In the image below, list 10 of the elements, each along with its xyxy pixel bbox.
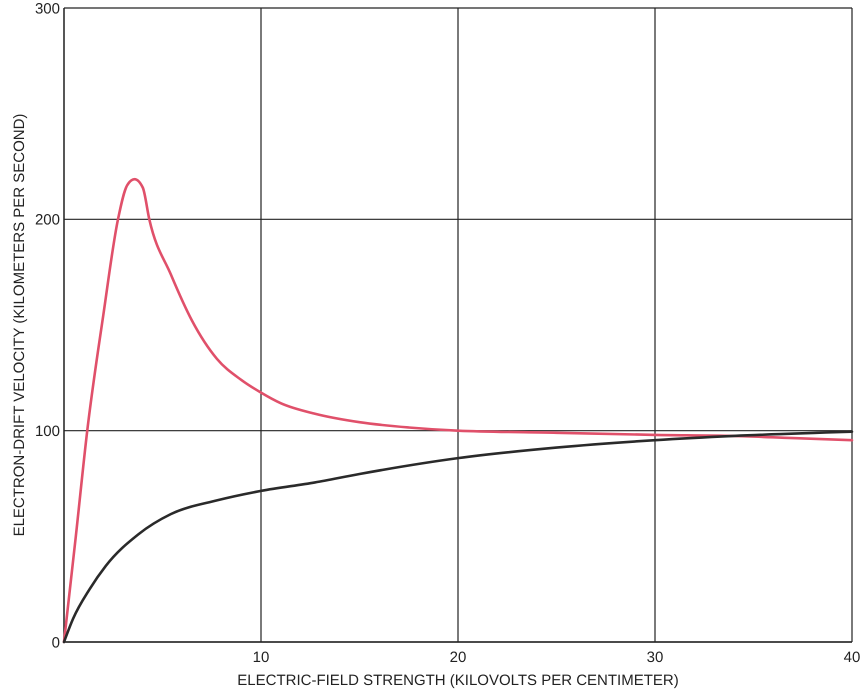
- y-tick-label: 200: [34, 212, 60, 229]
- x-tick-label: 30: [646, 649, 664, 666]
- y-tick-label: 100: [34, 422, 60, 440]
- y-axis-title: ELECTRON-DRIFT VELOCITY (KILOMETERS PER SECOND): [11, 114, 28, 536]
- x-tick-label: 20: [450, 649, 466, 666]
- x-tick-label: 40: [844, 649, 860, 666]
- y-tick-label: 0: [52, 634, 60, 652]
- y-tick-label: 300: [34, 0, 60, 18]
- x-axis-title: ELECTRIC-FIELD STRENGTH (KILOVOLTS PER CENTIMETER): [237, 672, 679, 689]
- x-tick-label: 10: [252, 649, 270, 666]
